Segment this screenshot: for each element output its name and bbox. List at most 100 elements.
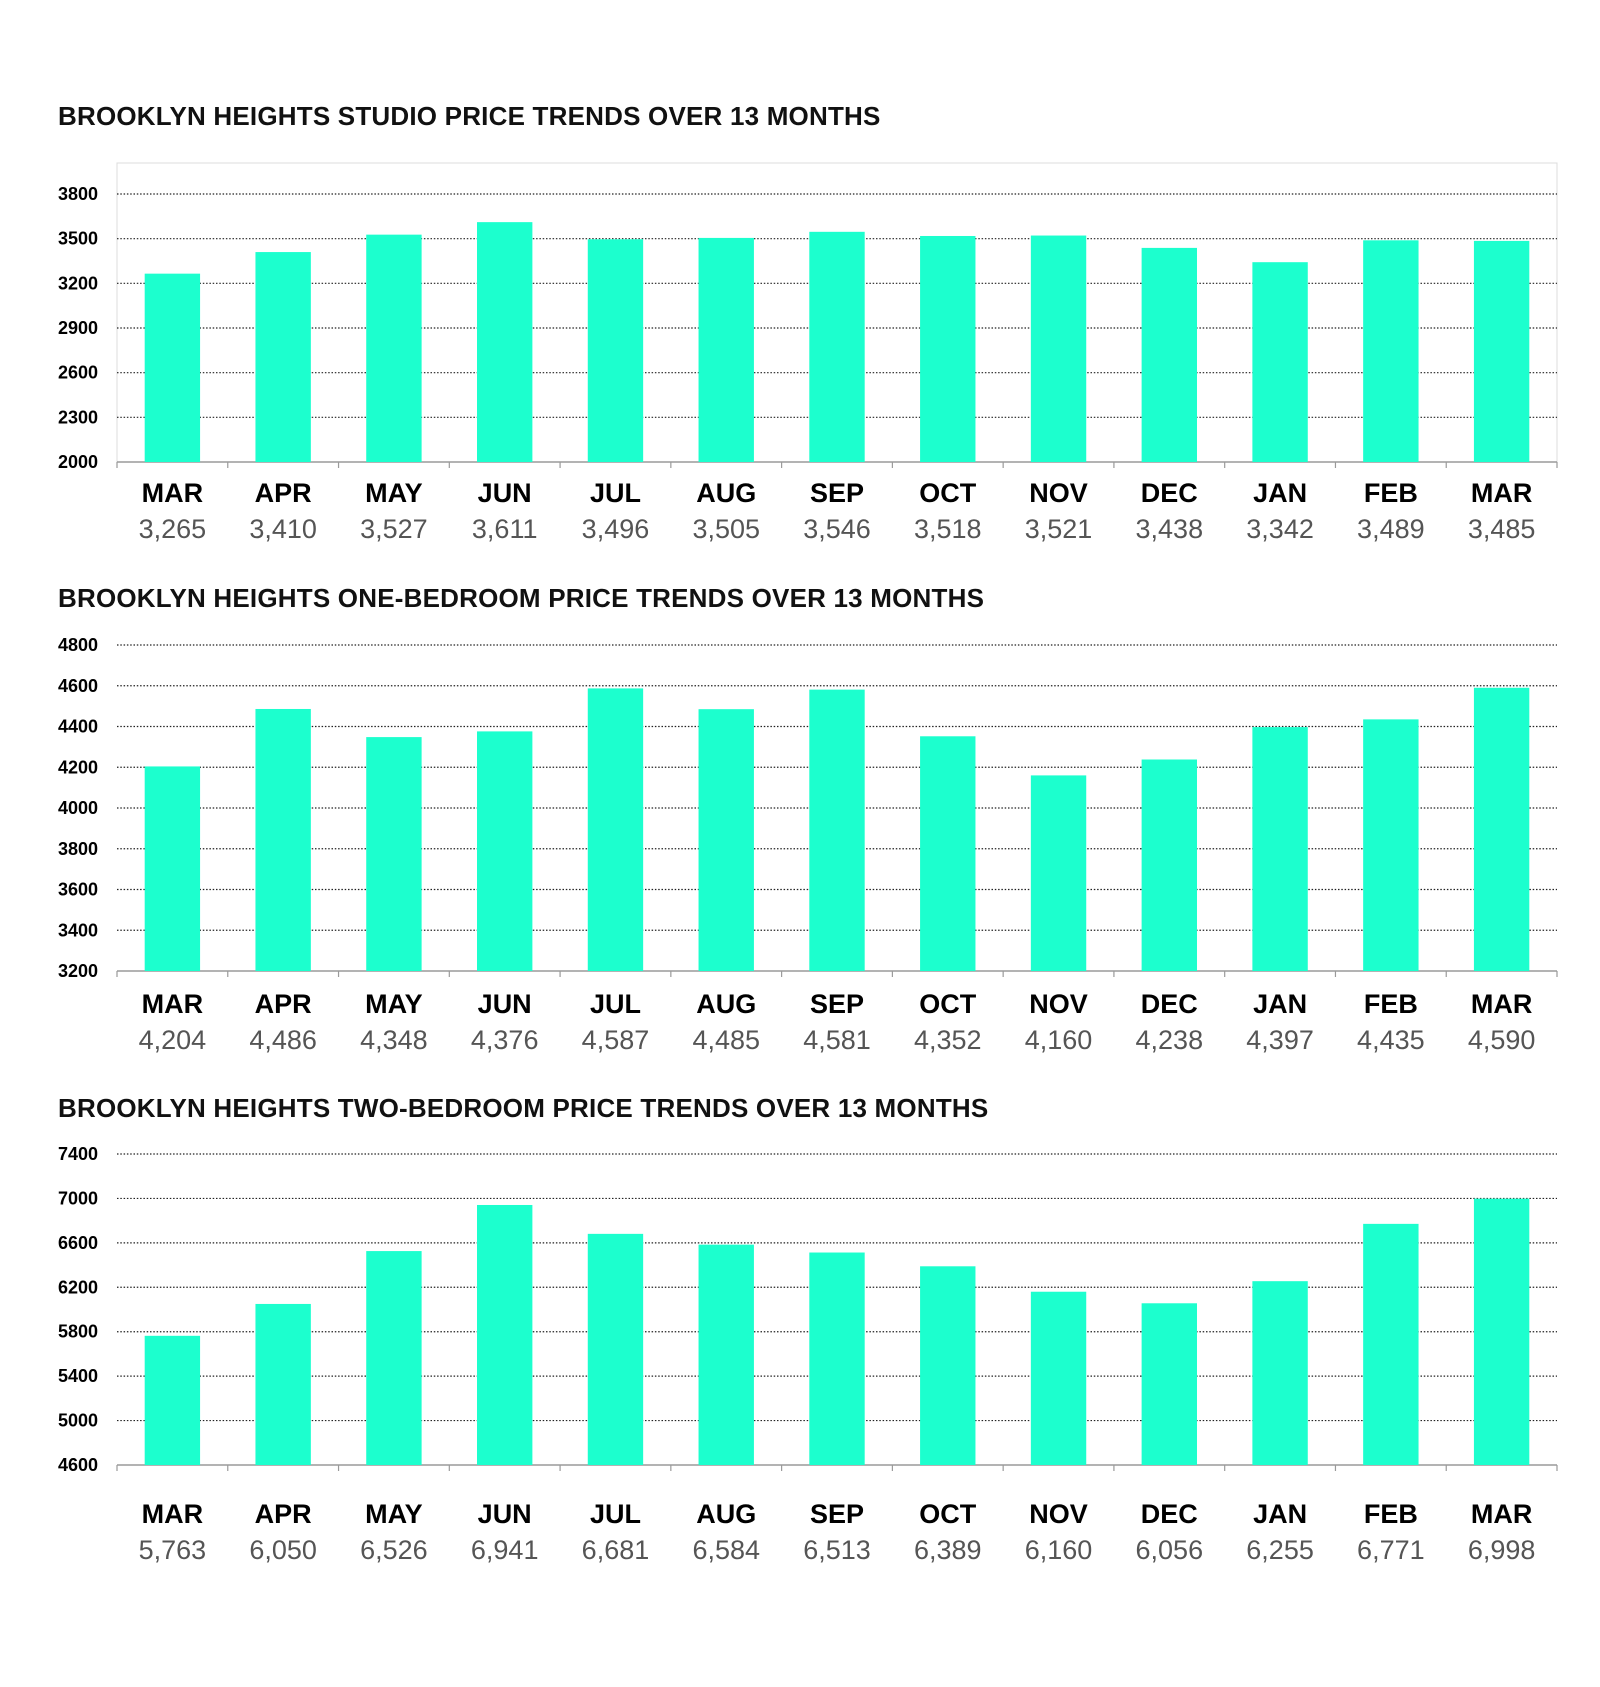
studio-y-tick-label: 2000 xyxy=(58,452,98,472)
two-bedroom-value-label: 6,584 xyxy=(692,1535,760,1565)
two-bedroom-bar xyxy=(587,1233,644,1465)
two-bedroom-value-label: 6,255 xyxy=(1246,1535,1314,1565)
studio-category-label: MAR xyxy=(1471,478,1533,508)
two-bedroom-category-label: NOV xyxy=(1029,1499,1088,1529)
studio-value-label: 3,342 xyxy=(1246,514,1314,544)
one-bedroom-chart-title: BROOKLYN HEIGHTS ONE-BEDROOM PRICE TREND… xyxy=(58,583,985,613)
two-bedroom-chart-title: BROOKLYN HEIGHTS TWO-BEDROOM PRICE TREND… xyxy=(58,1093,989,1123)
one-bedroom-value-label: 4,397 xyxy=(1246,1025,1314,1055)
studio-value-label: 3,505 xyxy=(692,514,760,544)
two-bedroom-value-label: 6,160 xyxy=(1025,1535,1093,1565)
two-bedroom-category-label: SEP xyxy=(810,1499,864,1529)
studio-value-label: 3,485 xyxy=(1468,514,1536,544)
studio-y-tick-label: 3500 xyxy=(58,229,98,249)
studio-category-label: OCT xyxy=(919,478,977,508)
studio-value-label: 3,527 xyxy=(360,514,428,544)
one-bedroom-category-label: MAY xyxy=(365,989,423,1019)
one-bedroom-y-tick-label: 3400 xyxy=(58,920,98,940)
studio-bar xyxy=(1363,240,1419,462)
one-bedroom-y-tick-label: 4200 xyxy=(58,757,98,777)
studio-y-tick-label: 3800 xyxy=(58,184,98,204)
two-bedroom-value-label: 5,763 xyxy=(139,1535,207,1565)
one-bedroom-y-tick-label: 3200 xyxy=(58,961,98,981)
two-bedroom-y-tick-label: 6600 xyxy=(58,1233,98,1253)
studio-bar xyxy=(477,222,533,462)
two-bedroom-category-label: MAY xyxy=(365,1499,423,1529)
two-bedroom-bar xyxy=(1363,1223,1419,1465)
two-bedroom-category-label: JAN xyxy=(1253,1499,1307,1529)
studio-bar xyxy=(920,235,976,462)
one-bedroom-y-tick-label: 4400 xyxy=(58,717,98,737)
two-bedroom-value-label: 6,056 xyxy=(1136,1535,1204,1565)
studio-value-label: 3,521 xyxy=(1025,514,1093,544)
studio-category-label: DEC xyxy=(1141,478,1198,508)
studio-chart-title: BROOKLYN HEIGHTS STUDIO PRICE TRENDS OVE… xyxy=(58,101,881,131)
studio-category-label: SEP xyxy=(810,478,864,508)
one-bedroom-category-label: AUG xyxy=(696,989,756,1019)
studio-y-tick-label: 2300 xyxy=(58,407,98,427)
two-bedroom-bar xyxy=(255,1303,311,1465)
two-bedroom-bar xyxy=(1473,1198,1530,1465)
studio-bar xyxy=(144,273,201,462)
one-bedroom-bar xyxy=(1363,719,1419,971)
two-bedroom-category-label: MAR xyxy=(1471,1499,1533,1529)
two-bedroom-y-tick-label: 5000 xyxy=(58,1411,98,1431)
studio-value-label: 3,496 xyxy=(582,514,650,544)
two-bedroom-bar xyxy=(1030,1291,1087,1465)
studio-value-label: 3,265 xyxy=(139,514,207,544)
one-bedroom-category-label: SEP xyxy=(810,989,864,1019)
one-bedroom-category-label: NOV xyxy=(1029,989,1088,1019)
studio-y-tick-label: 3200 xyxy=(58,273,98,293)
studio-category-label: NOV xyxy=(1029,478,1088,508)
one-bedroom-value-label: 4,352 xyxy=(914,1025,982,1055)
one-bedroom-y-tick-label: 4600 xyxy=(58,676,98,696)
one-bedroom-bar xyxy=(1252,727,1308,971)
studio-bar xyxy=(1141,247,1197,462)
one-bedroom-bar xyxy=(920,736,976,971)
studio-y-tick-label: 2600 xyxy=(58,363,98,383)
one-bedroom-category-label: MAR xyxy=(142,989,204,1019)
two-bedroom-value-label: 6,389 xyxy=(914,1535,982,1565)
two-bedroom-value-label: 6,681 xyxy=(582,1535,650,1565)
studio-category-label: FEB xyxy=(1364,478,1418,508)
two-bedroom-value-label: 6,513 xyxy=(803,1535,871,1565)
studio-y-tick-label: 2900 xyxy=(58,318,98,338)
one-bedroom-value-label: 4,204 xyxy=(139,1025,207,1055)
one-bedroom-value-label: 4,581 xyxy=(803,1025,871,1055)
two-bedroom-value-label: 6,771 xyxy=(1357,1535,1425,1565)
one-bedroom-category-label: MAR xyxy=(1471,989,1533,1019)
two-bedroom-value-label: 6,998 xyxy=(1468,1535,1536,1565)
studio-bar xyxy=(1473,240,1530,462)
two-bedroom-y-tick-label: 5400 xyxy=(58,1366,98,1386)
studio-bar xyxy=(587,239,644,462)
studio-value-label: 3,518 xyxy=(914,514,982,544)
one-bedroom-bar xyxy=(1473,687,1530,971)
one-bedroom-bar xyxy=(809,689,865,971)
studio-bar xyxy=(809,231,865,462)
one-bedroom-category-label: JUN xyxy=(478,989,532,1019)
one-bedroom-value-label: 4,376 xyxy=(471,1025,539,1055)
one-bedroom-y-tick-label: 4800 xyxy=(58,635,98,655)
one-bedroom-y-tick-label: 4000 xyxy=(58,798,98,818)
one-bedroom-bar xyxy=(144,766,201,971)
one-bedroom-category-label: JUL xyxy=(590,989,641,1019)
two-bedroom-category-label: DEC xyxy=(1141,1499,1198,1529)
two-bedroom-category-label: AUG xyxy=(696,1499,756,1529)
two-bedroom-bar xyxy=(920,1266,976,1465)
studio-value-label: 3,489 xyxy=(1357,514,1425,544)
studio-value-label: 3,611 xyxy=(472,514,538,544)
one-bedroom-category-label: OCT xyxy=(919,989,977,1019)
one-bedroom-value-label: 4,160 xyxy=(1025,1025,1093,1055)
one-bedroom-bar xyxy=(366,737,422,971)
studio-category-label: AUG xyxy=(696,478,756,508)
two-bedroom-bar xyxy=(477,1204,533,1465)
two-bedroom-bar xyxy=(144,1335,201,1465)
one-bedroom-y-tick-label: 3800 xyxy=(58,839,98,859)
two-bedroom-value-label: 6,526 xyxy=(360,1535,428,1565)
studio-bar xyxy=(366,234,422,462)
two-bedroom-y-tick-label: 4600 xyxy=(58,1455,98,1475)
one-bedroom-bar xyxy=(698,709,754,971)
one-bedroom-bar xyxy=(255,708,311,971)
studio-category-label: JUN xyxy=(478,478,532,508)
